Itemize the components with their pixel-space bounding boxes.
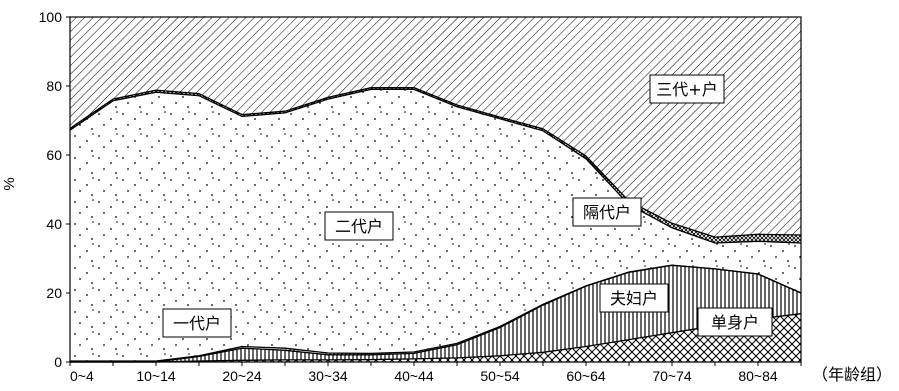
area-series-3 [70,89,801,362]
y-tick-label: 100 [39,9,63,25]
label-couple: 夫妇户 [599,283,669,313]
y-tick-label: 40 [46,216,62,232]
y-axis: 0 20 40 60 80 100 [39,9,70,370]
label-three-gen-text: 三代+户 [656,80,717,99]
x-tick-label: 10~14 [136,368,176,384]
label-skip-gen-text: 隔代户 [583,203,631,222]
label-single: 单身户 [697,307,773,337]
boundary-lines [69,87,802,363]
label-skip-gen: 隔代户 [572,197,642,227]
x-tick-label: 0~4 [70,368,94,384]
x-axis: 0~4 10~14 20~24 30~34 40~44 50~54 60~64 70~74 80… [69,362,802,384]
x-axis-label: （年龄组） [812,365,892,384]
y-tick-label: 20 [46,285,62,301]
boundary-line-2 [70,264,802,362]
x-tick-label: 50~54 [480,368,520,384]
x-tick-label: 60~64 [566,368,606,384]
x-tick-label: 40~44 [394,368,434,384]
y-tick-label: 60 [46,147,62,163]
area-series-5 [70,16,801,238]
boundary-line-4 [69,87,802,238]
x-tick-label: 70~74 [652,368,692,384]
label-one-gen-text: 一代户 [173,314,221,333]
x-tick-label: 30~34 [308,368,348,384]
x-tick-label: 80~84 [738,368,778,384]
plot-frame [69,16,802,363]
y-tick-label: 80 [46,78,62,94]
x-tick-label: 20~24 [222,368,262,384]
label-two-gen-text: 二代户 [335,217,383,236]
boundary-line-0 [70,313,802,363]
label-couple-text: 夫妇户 [610,289,658,308]
label-three-gen: 三代+户 [649,74,725,104]
y-axis-label: % [1,177,18,190]
y-tick-label: 0 [54,354,62,370]
area-series-0 [70,313,801,362]
boundary-line-3 [69,88,802,244]
label-two-gen: 二代户 [324,211,394,241]
label-one-gen: 一代户 [162,308,232,338]
label-single-text: 单身户 [711,313,759,332]
